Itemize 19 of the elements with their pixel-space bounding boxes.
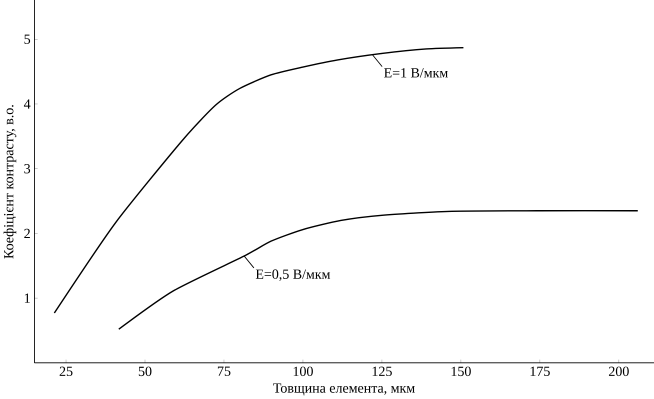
x-tick-label: 200: [608, 366, 629, 376]
y-tick-label: 1: [24, 293, 30, 303]
x-tick-label: 50: [138, 366, 152, 376]
x-tick-label: 75: [218, 366, 230, 376]
annotation: E=0,5 В/мкм: [256, 269, 330, 281]
annotation: E=1 В/мкм: [384, 68, 448, 78]
line-series: [54, 46, 464, 314]
y-axis-title: Коефіцієнт контрасту, в.о.: [4, 105, 16, 259]
x-tick-label: 25: [60, 366, 72, 376]
y-tick-label: 5: [24, 34, 30, 44]
x-tick-label: 125: [372, 366, 392, 376]
x-tick-label: 175: [530, 366, 550, 376]
y-tick-label: 3: [24, 164, 30, 174]
y-tick-label: 4: [24, 99, 30, 109]
x-tick-label: 150: [452, 366, 471, 376]
line-series: [118, 210, 638, 330]
x-axis-title: Товщина елемента, мкм: [273, 383, 415, 396]
y-tick-label: 2: [24, 228, 30, 238]
x-tick-label: 100: [294, 366, 313, 376]
